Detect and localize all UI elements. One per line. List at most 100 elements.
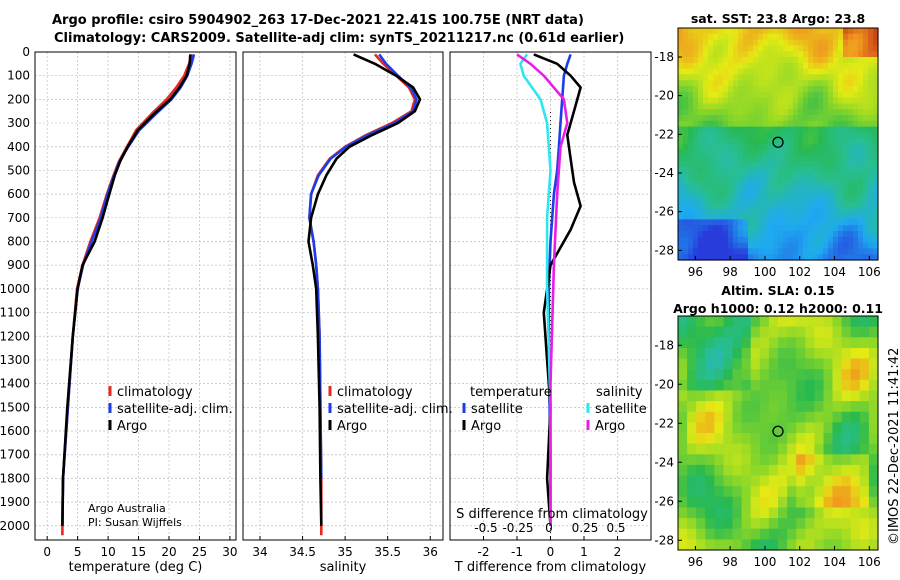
map-cell — [873, 57, 879, 64]
map-cell — [873, 248, 879, 255]
map-cell — [733, 207, 739, 215]
map-cell — [698, 120, 704, 128]
map-cell — [823, 539, 834, 551]
map-cell — [738, 155, 744, 162]
map-cell — [741, 528, 752, 540]
map-cell — [778, 207, 784, 215]
map-cell — [698, 86, 704, 93]
map-cell — [703, 97, 709, 104]
map-cell — [728, 80, 734, 87]
map-cell — [768, 196, 774, 203]
map-cell — [758, 28, 764, 35]
map-cell — [718, 103, 724, 110]
map-cell — [863, 242, 869, 249]
map-cell — [738, 144, 744, 151]
map-cell — [773, 120, 779, 128]
map-cell — [678, 236, 684, 244]
map-cell — [723, 57, 729, 64]
map-cell — [698, 184, 704, 191]
map-cell — [808, 184, 814, 191]
map-cell — [832, 369, 843, 381]
map-cell — [843, 231, 849, 238]
map-cell — [778, 390, 788, 402]
map-cell — [714, 443, 725, 455]
map-cell — [683, 103, 689, 110]
map-cell — [696, 316, 706, 328]
map-cell — [814, 422, 825, 434]
map-cell — [732, 486, 743, 498]
map-cell — [723, 202, 729, 209]
series-salinity-1 — [308, 53, 418, 479]
map-cell — [678, 161, 684, 168]
map-cell — [759, 454, 770, 466]
map-cell — [788, 28, 794, 35]
map-cell — [723, 337, 734, 349]
map-cell — [808, 45, 814, 52]
map-cell — [768, 155, 774, 162]
map-cell — [793, 39, 799, 46]
map-cell — [728, 33, 734, 41]
map-cell — [859, 496, 870, 508]
map-cell — [696, 347, 706, 360]
map-cell — [703, 196, 709, 203]
map-cell — [750, 518, 761, 530]
map-cell — [793, 62, 799, 70]
map-cell — [823, 109, 829, 116]
map-title-sst: sat. SST: 23.8 Argo: 23.8 — [691, 11, 865, 26]
map-cell — [813, 184, 819, 191]
map-cell — [818, 149, 824, 157]
map-cell — [678, 103, 684, 110]
map-cell — [708, 219, 714, 226]
map-cell — [863, 173, 869, 180]
map-cell — [863, 80, 869, 87]
map-cell — [738, 80, 744, 87]
map-cell — [858, 196, 864, 203]
map-cell — [778, 138, 784, 145]
map-cell — [833, 33, 839, 41]
map-cell — [838, 62, 844, 70]
map-cell — [848, 213, 854, 220]
map-cell — [698, 225, 704, 232]
map-cell — [758, 57, 764, 64]
map-cell — [859, 337, 870, 349]
map-cell — [818, 173, 824, 180]
map-cell — [687, 486, 697, 498]
map-cell — [828, 248, 834, 255]
map-cell — [759, 369, 770, 381]
map-cell — [818, 97, 824, 104]
map-cell — [803, 155, 809, 162]
map-cell — [738, 62, 744, 70]
map-cell — [859, 358, 870, 370]
map-cell — [743, 91, 749, 99]
map-cell — [768, 358, 779, 370]
map-cell — [759, 401, 770, 413]
map-cell — [788, 144, 794, 151]
map-cell — [728, 97, 734, 104]
legend-label-temperature-1: satellite-adj. clim. — [117, 402, 233, 417]
map-cell — [858, 219, 864, 226]
map-cell — [793, 173, 799, 180]
map-cell — [773, 109, 779, 116]
map-cell — [713, 120, 719, 128]
map-cell — [753, 236, 759, 244]
map-cell — [723, 184, 729, 191]
map-frame-sst_map — [677, 27, 879, 261]
map-cell — [803, 33, 809, 41]
map-cell — [833, 62, 839, 70]
map-cell — [808, 236, 814, 244]
map-cell — [868, 379, 879, 391]
map-cell — [753, 97, 759, 104]
map-cell — [859, 347, 870, 360]
map-cell — [688, 173, 694, 180]
map-ytick-label-sla_map-1: -20 — [654, 377, 674, 391]
map-cell — [703, 33, 709, 41]
map-cell — [768, 39, 774, 46]
map-cell — [768, 138, 774, 145]
map-cell — [693, 167, 699, 174]
map-cell — [814, 496, 825, 508]
map-cell — [743, 161, 749, 168]
map-cell — [850, 496, 861, 508]
map-cell — [832, 411, 843, 423]
map-cell — [714, 433, 725, 445]
map-cell — [803, 248, 809, 255]
